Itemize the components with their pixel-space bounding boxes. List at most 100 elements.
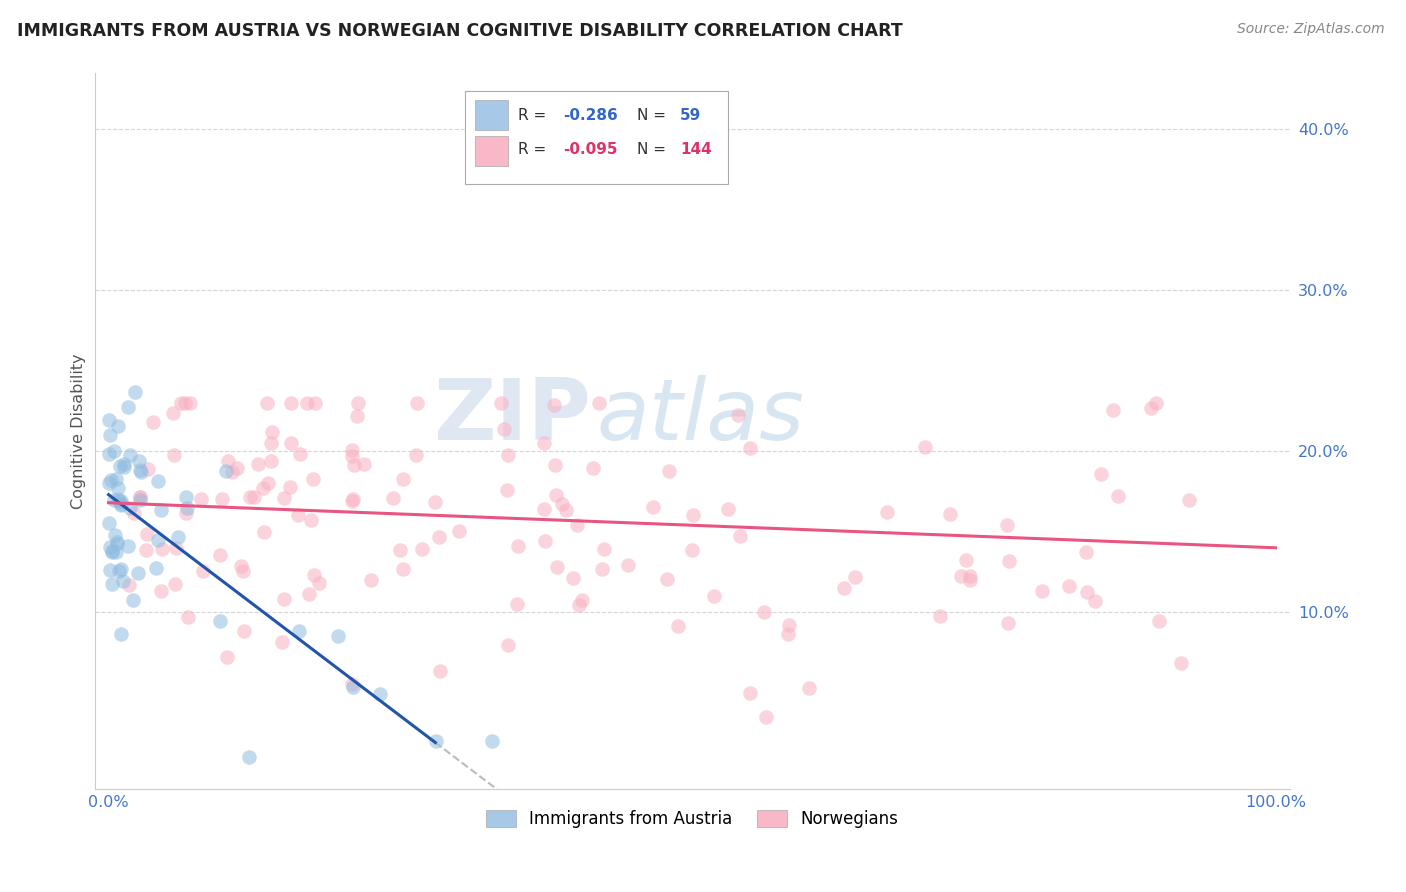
Point bbox=[221, 465, 243, 479]
Point bbox=[489, 396, 512, 410]
Point bbox=[562, 571, 585, 585]
Point bbox=[655, 573, 678, 587]
FancyBboxPatch shape bbox=[465, 91, 728, 184]
Point bbox=[299, 513, 322, 527]
Point bbox=[949, 568, 972, 582]
Point bbox=[101, 544, 124, 558]
Point bbox=[280, 436, 302, 450]
Point bbox=[555, 502, 578, 516]
Point bbox=[682, 508, 704, 523]
Text: -0.286: -0.286 bbox=[562, 108, 617, 123]
Point bbox=[1147, 614, 1170, 628]
Point bbox=[1090, 467, 1112, 481]
Point bbox=[165, 541, 187, 555]
Point bbox=[1144, 396, 1167, 410]
Point bbox=[120, 448, 142, 462]
Point bbox=[110, 493, 132, 508]
Point bbox=[496, 483, 519, 497]
Point bbox=[998, 554, 1021, 568]
Point bbox=[117, 400, 139, 414]
Point bbox=[389, 543, 412, 558]
Point bbox=[544, 458, 567, 472]
Point bbox=[238, 750, 260, 764]
Point bbox=[211, 491, 233, 506]
Legend: Immigrants from Austria, Norwegians: Immigrants from Austria, Norwegians bbox=[479, 803, 905, 835]
FancyBboxPatch shape bbox=[475, 136, 508, 166]
Point bbox=[447, 524, 470, 538]
Text: N =: N = bbox=[637, 142, 666, 157]
Point bbox=[844, 570, 866, 584]
Point bbox=[150, 583, 173, 598]
Point bbox=[342, 680, 364, 694]
Point bbox=[582, 461, 605, 475]
Point bbox=[360, 574, 382, 588]
Point bbox=[273, 592, 295, 607]
Text: 144: 144 bbox=[681, 142, 711, 157]
Point bbox=[425, 494, 447, 508]
Point bbox=[246, 457, 269, 471]
Point bbox=[658, 464, 681, 478]
Point bbox=[191, 564, 214, 578]
Text: R =: R = bbox=[517, 142, 551, 157]
Point bbox=[167, 530, 190, 544]
Point bbox=[217, 454, 239, 468]
Point bbox=[342, 450, 364, 464]
Point bbox=[107, 419, 129, 434]
Point bbox=[959, 574, 981, 588]
Point bbox=[174, 396, 197, 410]
Point bbox=[288, 624, 311, 638]
Point bbox=[107, 494, 129, 508]
Point bbox=[914, 441, 936, 455]
Point bbox=[617, 558, 640, 572]
Point bbox=[591, 562, 613, 576]
Point bbox=[100, 563, 122, 577]
Point bbox=[98, 428, 121, 442]
Point bbox=[226, 461, 249, 475]
Text: -0.095: -0.095 bbox=[562, 142, 617, 157]
Point bbox=[643, 500, 665, 514]
Point bbox=[776, 627, 799, 641]
Point bbox=[1074, 544, 1097, 558]
Point bbox=[105, 472, 128, 486]
Point bbox=[717, 501, 740, 516]
Point bbox=[1031, 584, 1053, 599]
Point bbox=[302, 568, 325, 582]
Point bbox=[666, 618, 689, 632]
Text: ZIP: ZIP bbox=[433, 376, 591, 458]
Point bbox=[876, 505, 898, 519]
Point bbox=[368, 687, 391, 701]
Point bbox=[959, 569, 981, 583]
Point bbox=[494, 422, 516, 436]
Point bbox=[1059, 578, 1081, 592]
Point bbox=[104, 545, 127, 559]
Point bbox=[347, 396, 370, 410]
Point bbox=[101, 545, 124, 559]
Point bbox=[995, 517, 1018, 532]
Point bbox=[122, 593, 145, 607]
Point bbox=[928, 609, 950, 624]
Text: atlas: atlas bbox=[596, 376, 804, 458]
Point bbox=[755, 710, 778, 724]
Point bbox=[411, 542, 433, 557]
Point bbox=[110, 458, 132, 473]
Point bbox=[997, 615, 1019, 630]
Point bbox=[340, 677, 363, 691]
Point bbox=[229, 558, 252, 573]
Point bbox=[297, 587, 319, 601]
Point bbox=[112, 460, 135, 475]
Point bbox=[190, 491, 212, 506]
Point bbox=[107, 492, 129, 507]
Point bbox=[392, 562, 415, 576]
Point bbox=[128, 463, 150, 477]
Point bbox=[110, 497, 132, 511]
Point bbox=[342, 443, 364, 458]
Point bbox=[110, 626, 132, 640]
Point bbox=[170, 396, 193, 410]
Point bbox=[740, 441, 762, 455]
Point bbox=[703, 589, 725, 603]
Point bbox=[243, 491, 266, 505]
Point bbox=[498, 449, 520, 463]
Point bbox=[308, 576, 330, 591]
Point bbox=[382, 491, 405, 505]
Point bbox=[571, 593, 593, 607]
